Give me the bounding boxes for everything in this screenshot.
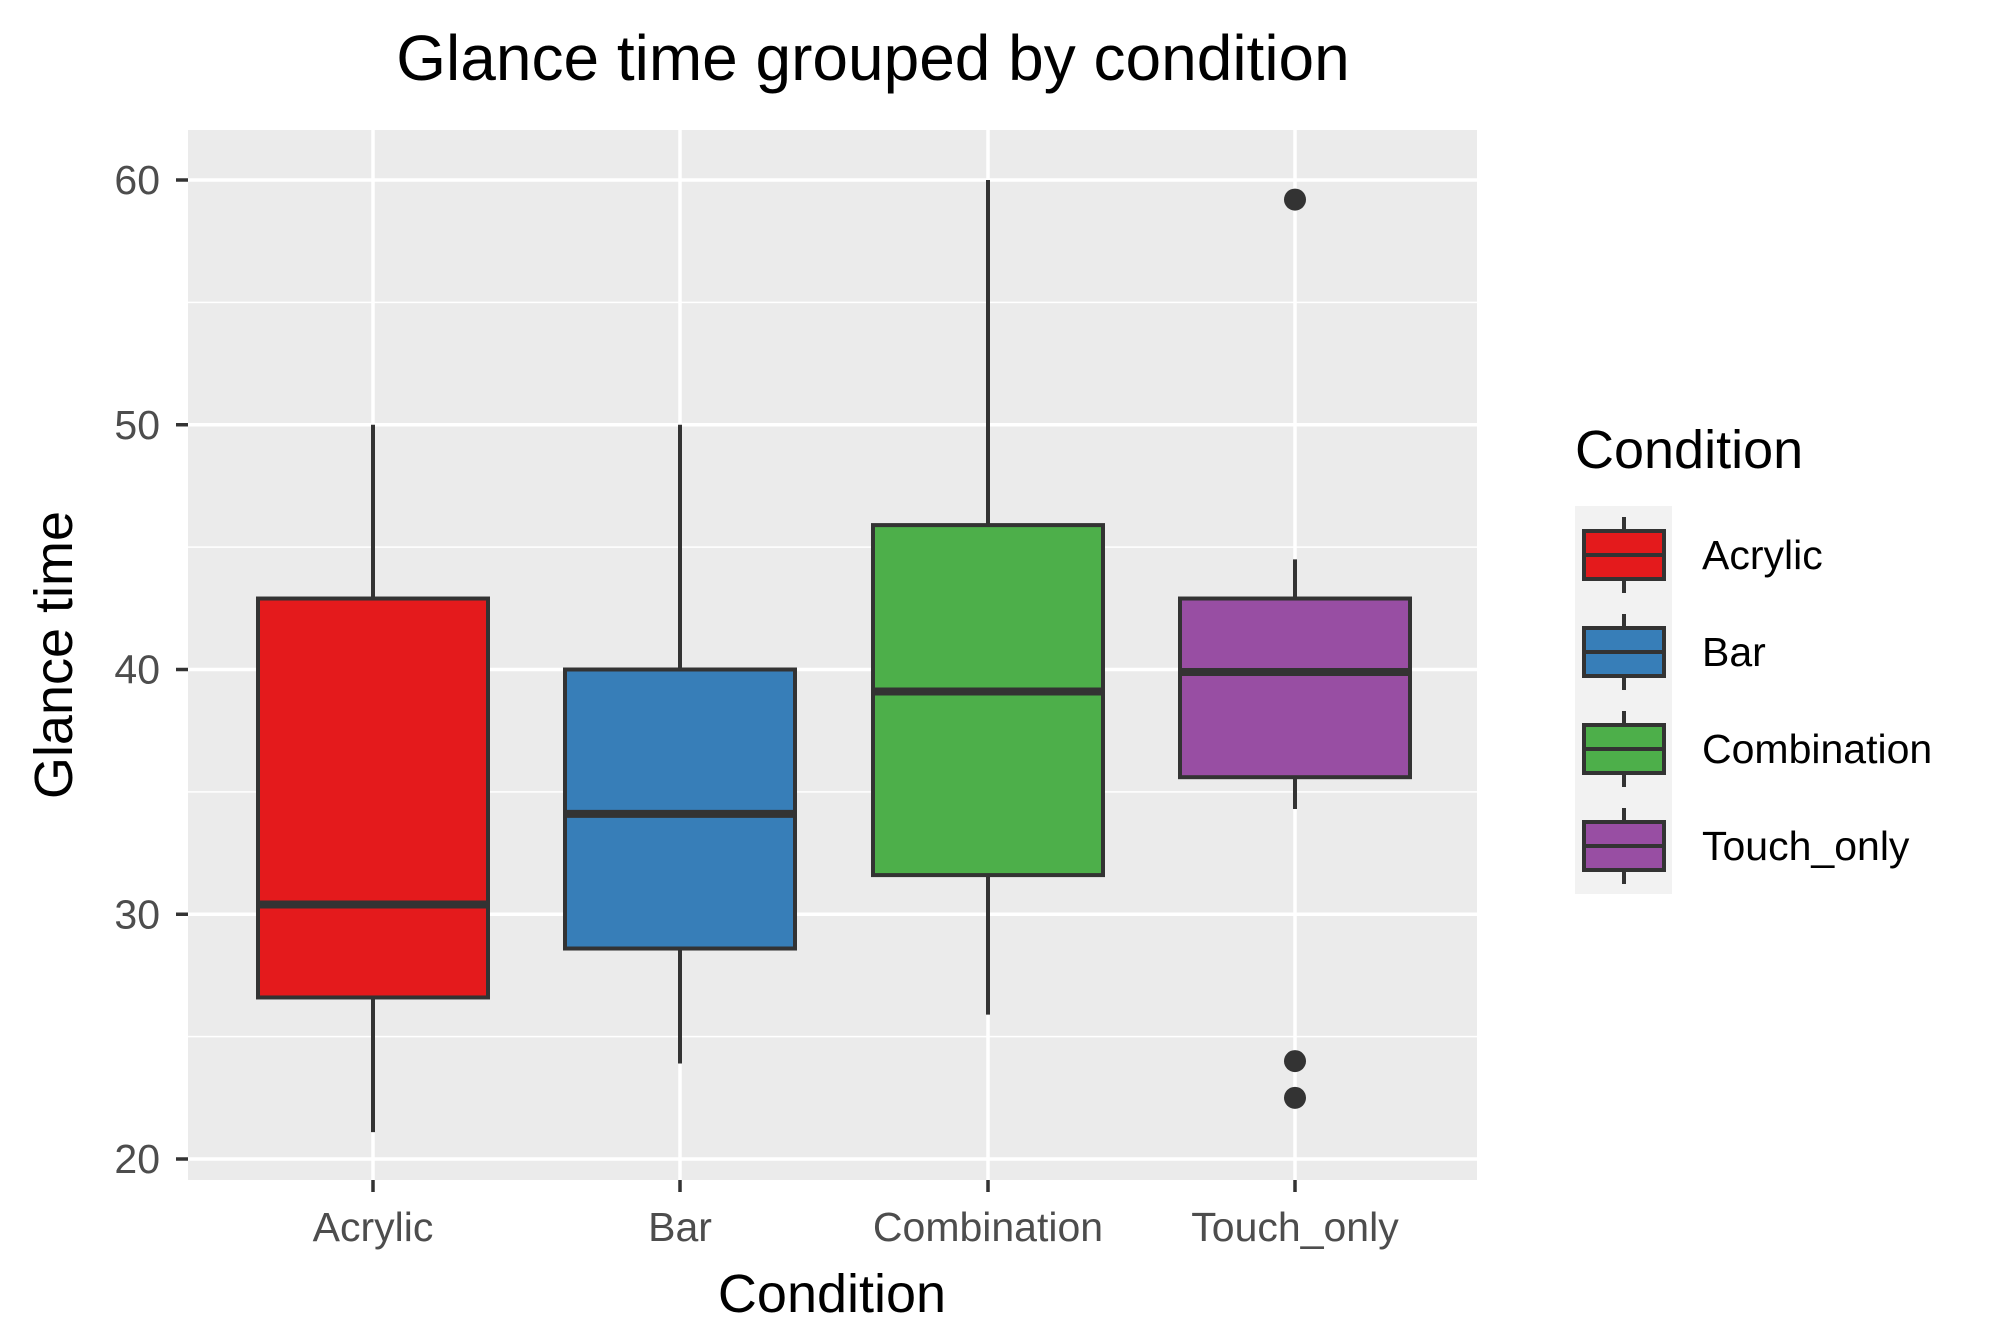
y-axis-title: Glance time [24, 511, 84, 799]
outlier-point [1284, 1050, 1306, 1073]
y-tick-label: 40 [114, 647, 160, 693]
box-combination [871, 523, 1105, 878]
box-acrylic [256, 596, 490, 1000]
y-tick-label: 30 [114, 891, 160, 937]
box-bar [563, 667, 797, 951]
x-axis-title: Condition [718, 1264, 946, 1324]
outliers [1284, 188, 1306, 1109]
y-tick-label: 60 [114, 157, 160, 203]
legend-entry-label: Bar [1702, 629, 1766, 675]
whiskers [371, 180, 1297, 1133]
legend: Condition Acrylic Bar Combination Touch_onl… [1575, 420, 1932, 894]
y-tick-label: 50 [114, 402, 160, 448]
x-tick-label: Combination [873, 1204, 1103, 1250]
x-tick-label: Acrylic [313, 1204, 434, 1250]
axes: 20 30 40 50 60 Acrylic Bar Combination Touch_onl… [114, 157, 1399, 1250]
outlier-point [1284, 188, 1306, 211]
x-tick-label: Touch_only [1191, 1204, 1399, 1250]
legend-entry-label: Combination [1702, 726, 1932, 772]
legend-entry-label: Acrylic [1702, 532, 1823, 578]
box-touch-only [1178, 596, 1412, 780]
x-tick-label: Bar [648, 1204, 712, 1250]
boxes [256, 523, 1412, 1000]
legend-title: Condition [1575, 420, 1803, 480]
chart-title: Glance time grouped by condition [396, 22, 1349, 94]
y-tick-label: 20 [114, 1136, 160, 1182]
outlier-point [1284, 1086, 1306, 1109]
legend-entry-label: Touch_only [1702, 823, 1910, 869]
